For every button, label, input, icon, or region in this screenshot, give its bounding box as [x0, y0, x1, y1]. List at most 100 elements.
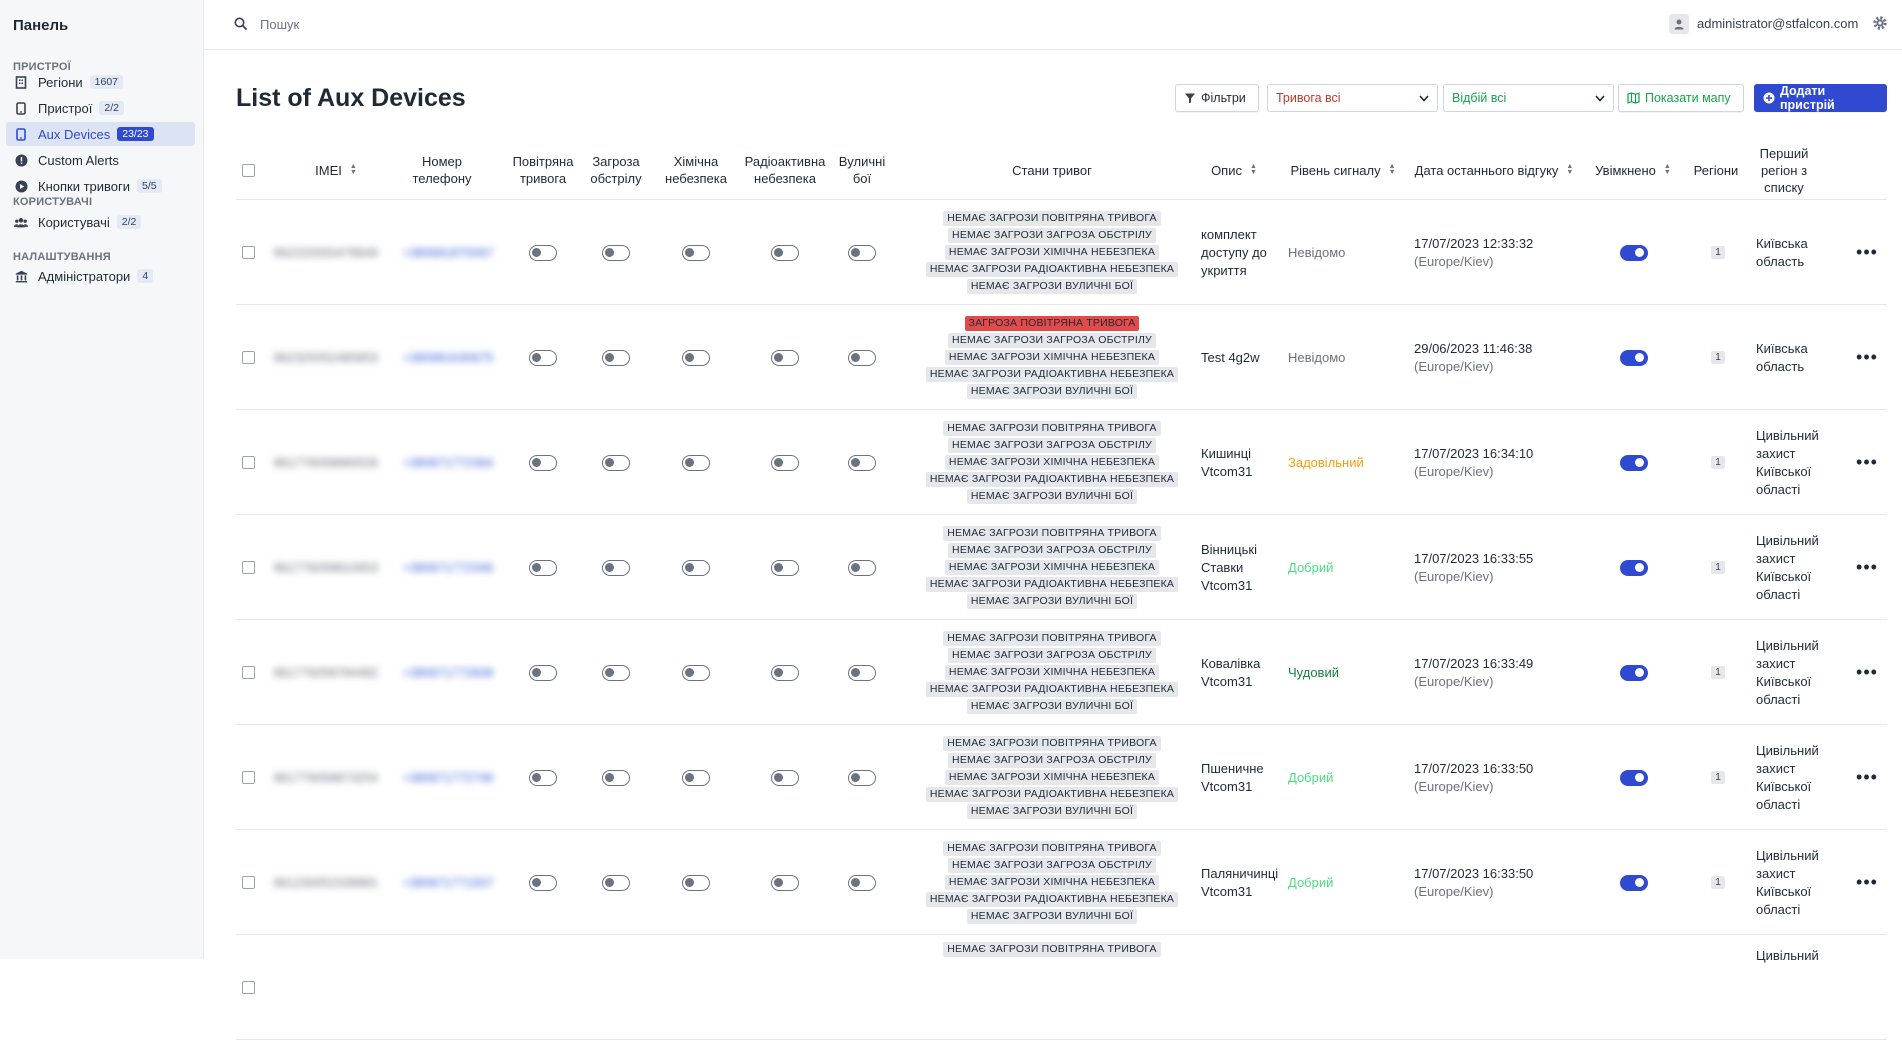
- alert-type-toggle[interactable]: [682, 244, 710, 261]
- alert-type-toggle[interactable]: [529, 349, 557, 366]
- alert-type-toggle[interactable]: [682, 664, 710, 681]
- sidebar-item-label: Aux Devices: [38, 126, 111, 142]
- response-select[interactable]: Відбій всі: [1443, 84, 1614, 112]
- sidebar-item-регіони[interactable]: Регіони 1607: [6, 70, 195, 94]
- alert-type-toggle[interactable]: [529, 454, 557, 471]
- filters-button[interactable]: Фільтри: [1175, 84, 1259, 112]
- alert-type-toggle[interactable]: [682, 349, 710, 366]
- more-actions-icon[interactable]: •••: [1856, 662, 1878, 682]
- alert-type-toggle[interactable]: [529, 559, 557, 576]
- enabled-toggle[interactable]: [1620, 769, 1648, 786]
- alert-type-toggle[interactable]: [771, 874, 799, 891]
- alert-type-toggle[interactable]: [771, 244, 799, 261]
- count-badge: 2/2: [99, 101, 124, 115]
- alert-type-toggle[interactable]: [602, 559, 630, 576]
- more-actions-icon[interactable]: •••: [1856, 872, 1878, 892]
- row-checkbox[interactable]: [241, 246, 255, 259]
- phone-link[interactable]: +380671771507: [402, 875, 494, 890]
- alert-type-toggle[interactable]: [529, 244, 557, 261]
- alarm-select[interactable]: Тривога всі: [1267, 84, 1438, 112]
- alert-type-toggle[interactable]: [602, 349, 630, 366]
- alert-type-toggle[interactable]: [602, 454, 630, 471]
- enabled-toggle[interactable]: [1620, 874, 1648, 891]
- select-all-checkbox[interactable]: [241, 163, 255, 177]
- alert-type-toggle[interactable]: [602, 874, 630, 891]
- phone-link[interactable]: +380681870067: [402, 245, 494, 260]
- alert-type-toggle[interactable]: [602, 769, 630, 786]
- alert-type-toggle[interactable]: [771, 349, 799, 366]
- alert-type-toggle[interactable]: [848, 244, 876, 261]
- brand-title[interactable]: Панель: [13, 17, 69, 34]
- column-chemical-label: Хімічна небезпека: [665, 154, 727, 186]
- alert-type-toggle[interactable]: [848, 769, 876, 786]
- row-checkbox[interactable]: [241, 561, 255, 574]
- more-actions-icon[interactable]: •••: [1856, 452, 1878, 472]
- row-checkbox[interactable]: [241, 351, 255, 364]
- alert-type-toggle[interactable]: [848, 559, 876, 576]
- sidebar-item-адміністратори[interactable]: Адміністратори 4: [6, 264, 195, 288]
- enabled-toggle[interactable]: [1620, 349, 1648, 366]
- enabled-toggle[interactable]: [1620, 244, 1648, 261]
- row-checkbox[interactable]: [241, 771, 255, 784]
- gear-icon[interactable]: [1872, 15, 1888, 34]
- phone-link[interactable]: +380671772608: [402, 665, 494, 680]
- region-count-badge[interactable]: 1: [1711, 351, 1725, 364]
- search-input[interactable]: [258, 13, 658, 35]
- column-description[interactable]: Опис ▲ ▼: [1196, 140, 1272, 200]
- first-region-line: області: [1756, 901, 1801, 917]
- alert-type-toggle[interactable]: [771, 769, 799, 786]
- region-count-badge[interactable]: 1: [1711, 771, 1725, 784]
- more-actions-icon[interactable]: •••: [1856, 242, 1878, 262]
- enabled-toggle[interactable]: [1620, 454, 1648, 471]
- phone-link[interactable]: +380671772364: [402, 455, 494, 470]
- sidebar-item-користувачі[interactable]: Користувачі 2/2: [6, 210, 195, 234]
- enabled-toggle[interactable]: [1620, 559, 1648, 576]
- alert-type-toggle[interactable]: [529, 664, 557, 681]
- alert-type-toggle[interactable]: [771, 454, 799, 471]
- sidebar-item-кнопки-тривоги[interactable]: Кнопки тривоги 5/5: [6, 174, 195, 198]
- sidebar-item-aux-devices[interactable]: Aux Devices 23/23: [6, 122, 195, 146]
- alert-type-toggle[interactable]: [602, 664, 630, 681]
- row-checkbox[interactable]: [241, 981, 255, 994]
- avatar[interactable]: [1669, 14, 1689, 34]
- alert-type-toggle[interactable]: [771, 559, 799, 576]
- alert-type-toggle[interactable]: [529, 769, 557, 786]
- alert-type-toggle[interactable]: [771, 664, 799, 681]
- alert-type-toggle[interactable]: [682, 559, 710, 576]
- row-checkbox[interactable]: [241, 666, 255, 679]
- phone-link[interactable]: +380671772746: [402, 770, 494, 785]
- region-count-badge[interactable]: 1: [1711, 246, 1725, 259]
- alert-type-toggle[interactable]: [602, 244, 630, 261]
- alert-type-toggle[interactable]: [848, 349, 876, 366]
- table-cell: [1606, 830, 1662, 935]
- row-checkbox[interactable]: [241, 876, 255, 889]
- column-last-response[interactable]: Дата останнього відгуку ▲ ▼: [1412, 140, 1576, 200]
- sidebar-item-custom-alerts[interactable]: Custom Alerts: [6, 148, 195, 172]
- region-count-badge[interactable]: 1: [1711, 666, 1725, 679]
- user-email[interactable]: administrator@stfalcon.com: [1697, 16, 1859, 31]
- alert-type-toggle[interactable]: [848, 874, 876, 891]
- more-actions-icon[interactable]: •••: [1856, 767, 1878, 787]
- enabled-toggle[interactable]: [1620, 664, 1648, 681]
- alert-type-toggle[interactable]: [682, 874, 710, 891]
- alert-type-toggle[interactable]: [682, 454, 710, 471]
- table-cell: Кишинці Vtcom31: [1201, 410, 1287, 515]
- alert-type-toggle[interactable]: [848, 454, 876, 471]
- sidebar-item-пристрої[interactable]: Пристрої 2/2: [6, 96, 195, 120]
- more-actions-icon[interactable]: •••: [1856, 347, 1878, 367]
- column-signal[interactable]: Рівень сигналу ▲ ▼: [1284, 140, 1402, 200]
- show-map-button[interactable]: Показати мапу: [1618, 84, 1744, 112]
- add-device-button[interactable]: Додати пристрій: [1754, 84, 1887, 112]
- region-count-badge[interactable]: 1: [1711, 561, 1725, 574]
- phone-link[interactable]: +380671772346: [402, 560, 494, 575]
- alert-type-toggle[interactable]: [848, 664, 876, 681]
- phone-link[interactable]: +380981630675: [402, 350, 494, 365]
- alert-type-toggle[interactable]: [682, 769, 710, 786]
- region-count-badge[interactable]: 1: [1711, 456, 1725, 469]
- more-actions-icon[interactable]: •••: [1856, 557, 1878, 577]
- region-count-badge[interactable]: 1: [1711, 876, 1725, 889]
- alert-type-toggle[interactable]: [529, 874, 557, 891]
- column-enabled[interactable]: Увімкнено ▲ ▼: [1590, 140, 1676, 200]
- column-imei[interactable]: IMEI ▲ ▼: [296, 140, 376, 200]
- row-checkbox[interactable]: [241, 456, 255, 469]
